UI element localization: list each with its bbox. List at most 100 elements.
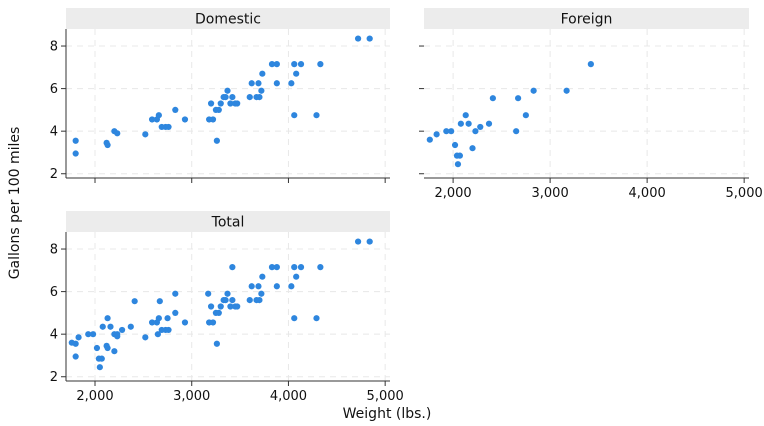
- data-point-foreign: [448, 128, 455, 135]
- data-point-total: [255, 283, 262, 290]
- x-tick-label: 4,000: [270, 389, 307, 404]
- data-point-foreign: [433, 131, 440, 138]
- data-point-domestic: [313, 112, 320, 119]
- data-point-total: [107, 323, 114, 330]
- data-point-total: [224, 290, 231, 297]
- data-point-foreign: [454, 161, 462, 168]
- data-point-total: [127, 323, 134, 330]
- panel-total-strip: [66, 211, 390, 232]
- data-point-domestic: [366, 35, 373, 42]
- data-point-total: [154, 331, 161, 338]
- data-point-domestic: [256, 94, 263, 101]
- data-point-total: [366, 238, 373, 245]
- data-point-total: [354, 238, 362, 245]
- data-point-total: [268, 264, 276, 271]
- data-point-total: [229, 297, 236, 304]
- panel-foreign-points: [426, 61, 594, 168]
- data-point-total: [288, 283, 295, 290]
- data-point-total: [209, 319, 217, 326]
- data-point-foreign: [469, 145, 476, 152]
- data-point-domestic: [258, 87, 265, 94]
- y-tick-label: 2: [50, 370, 58, 385]
- y-tick-label: 6: [50, 82, 58, 97]
- data-point-total: [96, 364, 103, 371]
- data-point-foreign: [462, 112, 469, 119]
- data-point-domestic: [268, 61, 276, 68]
- data-point-total: [85, 331, 92, 338]
- data-point-total: [72, 353, 79, 360]
- x-tick-label: 3,000: [173, 389, 210, 404]
- data-point-domestic: [224, 87, 231, 94]
- data-point-total: [165, 326, 172, 334]
- data-point-foreign: [472, 128, 479, 135]
- y-tick-label: 8: [50, 40, 58, 55]
- data-point-total: [118, 326, 126, 334]
- data-point-total: [75, 334, 82, 341]
- data-point-total: [104, 315, 111, 322]
- y-tick-label: 4: [50, 328, 58, 343]
- panel-foreign-strip: [424, 8, 749, 29]
- data-point-foreign: [515, 95, 522, 102]
- data-point-domestic: [246, 94, 253, 101]
- y-tick-label: 6: [50, 285, 58, 300]
- data-point-total: [207, 303, 215, 310]
- panel-total-points: [68, 238, 373, 371]
- data-point-foreign: [530, 87, 537, 94]
- data-point-domestic: [217, 100, 224, 107]
- data-point-domestic: [181, 116, 189, 123]
- data-point-total: [217, 303, 224, 310]
- data-point-foreign: [485, 120, 493, 127]
- data-point-domestic: [288, 80, 295, 87]
- data-point-domestic: [165, 123, 172, 131]
- x-tick-label: 5,000: [726, 186, 763, 201]
- y-axis-title: Gallons per 100 miles: [7, 127, 23, 280]
- data-point-domestic: [297, 61, 305, 68]
- data-point-total: [72, 340, 79, 347]
- y-tick-label: 8: [50, 243, 58, 258]
- data-point-total: [215, 309, 222, 316]
- data-point-total: [104, 344, 111, 352]
- data-point-domestic: [215, 106, 222, 113]
- data-point-domestic: [317, 61, 324, 68]
- panel-foreign-axes: 2,000 3,000 4,000 5,000: [419, 45, 763, 201]
- data-point-total: [172, 309, 179, 316]
- panel-domestic: Domestic 2 4 6 8: [50, 8, 390, 183]
- data-point-foreign: [477, 123, 484, 131]
- data-point-domestic: [227, 100, 234, 107]
- panel-foreign: Foreign 2,000 3,000 4,000 5,000: [419, 8, 763, 201]
- data-point-domestic: [72, 137, 79, 144]
- x-tick-label: 5,000: [367, 389, 404, 404]
- data-point-total: [227, 303, 234, 310]
- data-point-total: [89, 331, 97, 338]
- x-tick-label: 4,000: [629, 186, 666, 201]
- data-point-foreign: [456, 152, 463, 159]
- data-point-foreign: [465, 120, 472, 127]
- panel-total-title: Total: [211, 215, 245, 231]
- panel-total: Total 2 4 6 8 2,000 3,000 4,000 5,000: [50, 211, 404, 404]
- data-point-total: [229, 264, 236, 271]
- data-point-foreign: [451, 141, 459, 149]
- data-point-domestic: [273, 61, 280, 68]
- data-point-domestic: [222, 94, 229, 101]
- data-point-total: [293, 273, 300, 280]
- data-point-total: [317, 264, 324, 271]
- panel-foreign-title: Foreign: [561, 12, 613, 28]
- panel-domestic-strip: [66, 8, 390, 29]
- data-point-total: [111, 348, 118, 355]
- x-tick-label: 2,000: [76, 389, 113, 404]
- data-point-total: [291, 264, 298, 271]
- x-axis-title: Weight (lbs.): [343, 406, 432, 422]
- data-point-total: [313, 315, 320, 322]
- data-point-total: [172, 290, 179, 297]
- y-tick-label: 4: [50, 125, 58, 140]
- data-point-domestic: [293, 70, 300, 77]
- data-point-total: [114, 333, 121, 340]
- data-point-domestic: [207, 100, 215, 107]
- data-point-domestic: [104, 141, 111, 149]
- data-point-foreign: [513, 128, 520, 135]
- data-point-domestic: [255, 80, 262, 87]
- data-point-foreign: [489, 95, 496, 102]
- data-point-foreign: [587, 61, 594, 68]
- panel-foreign-grid: [424, 29, 749, 178]
- data-point-total: [256, 297, 263, 304]
